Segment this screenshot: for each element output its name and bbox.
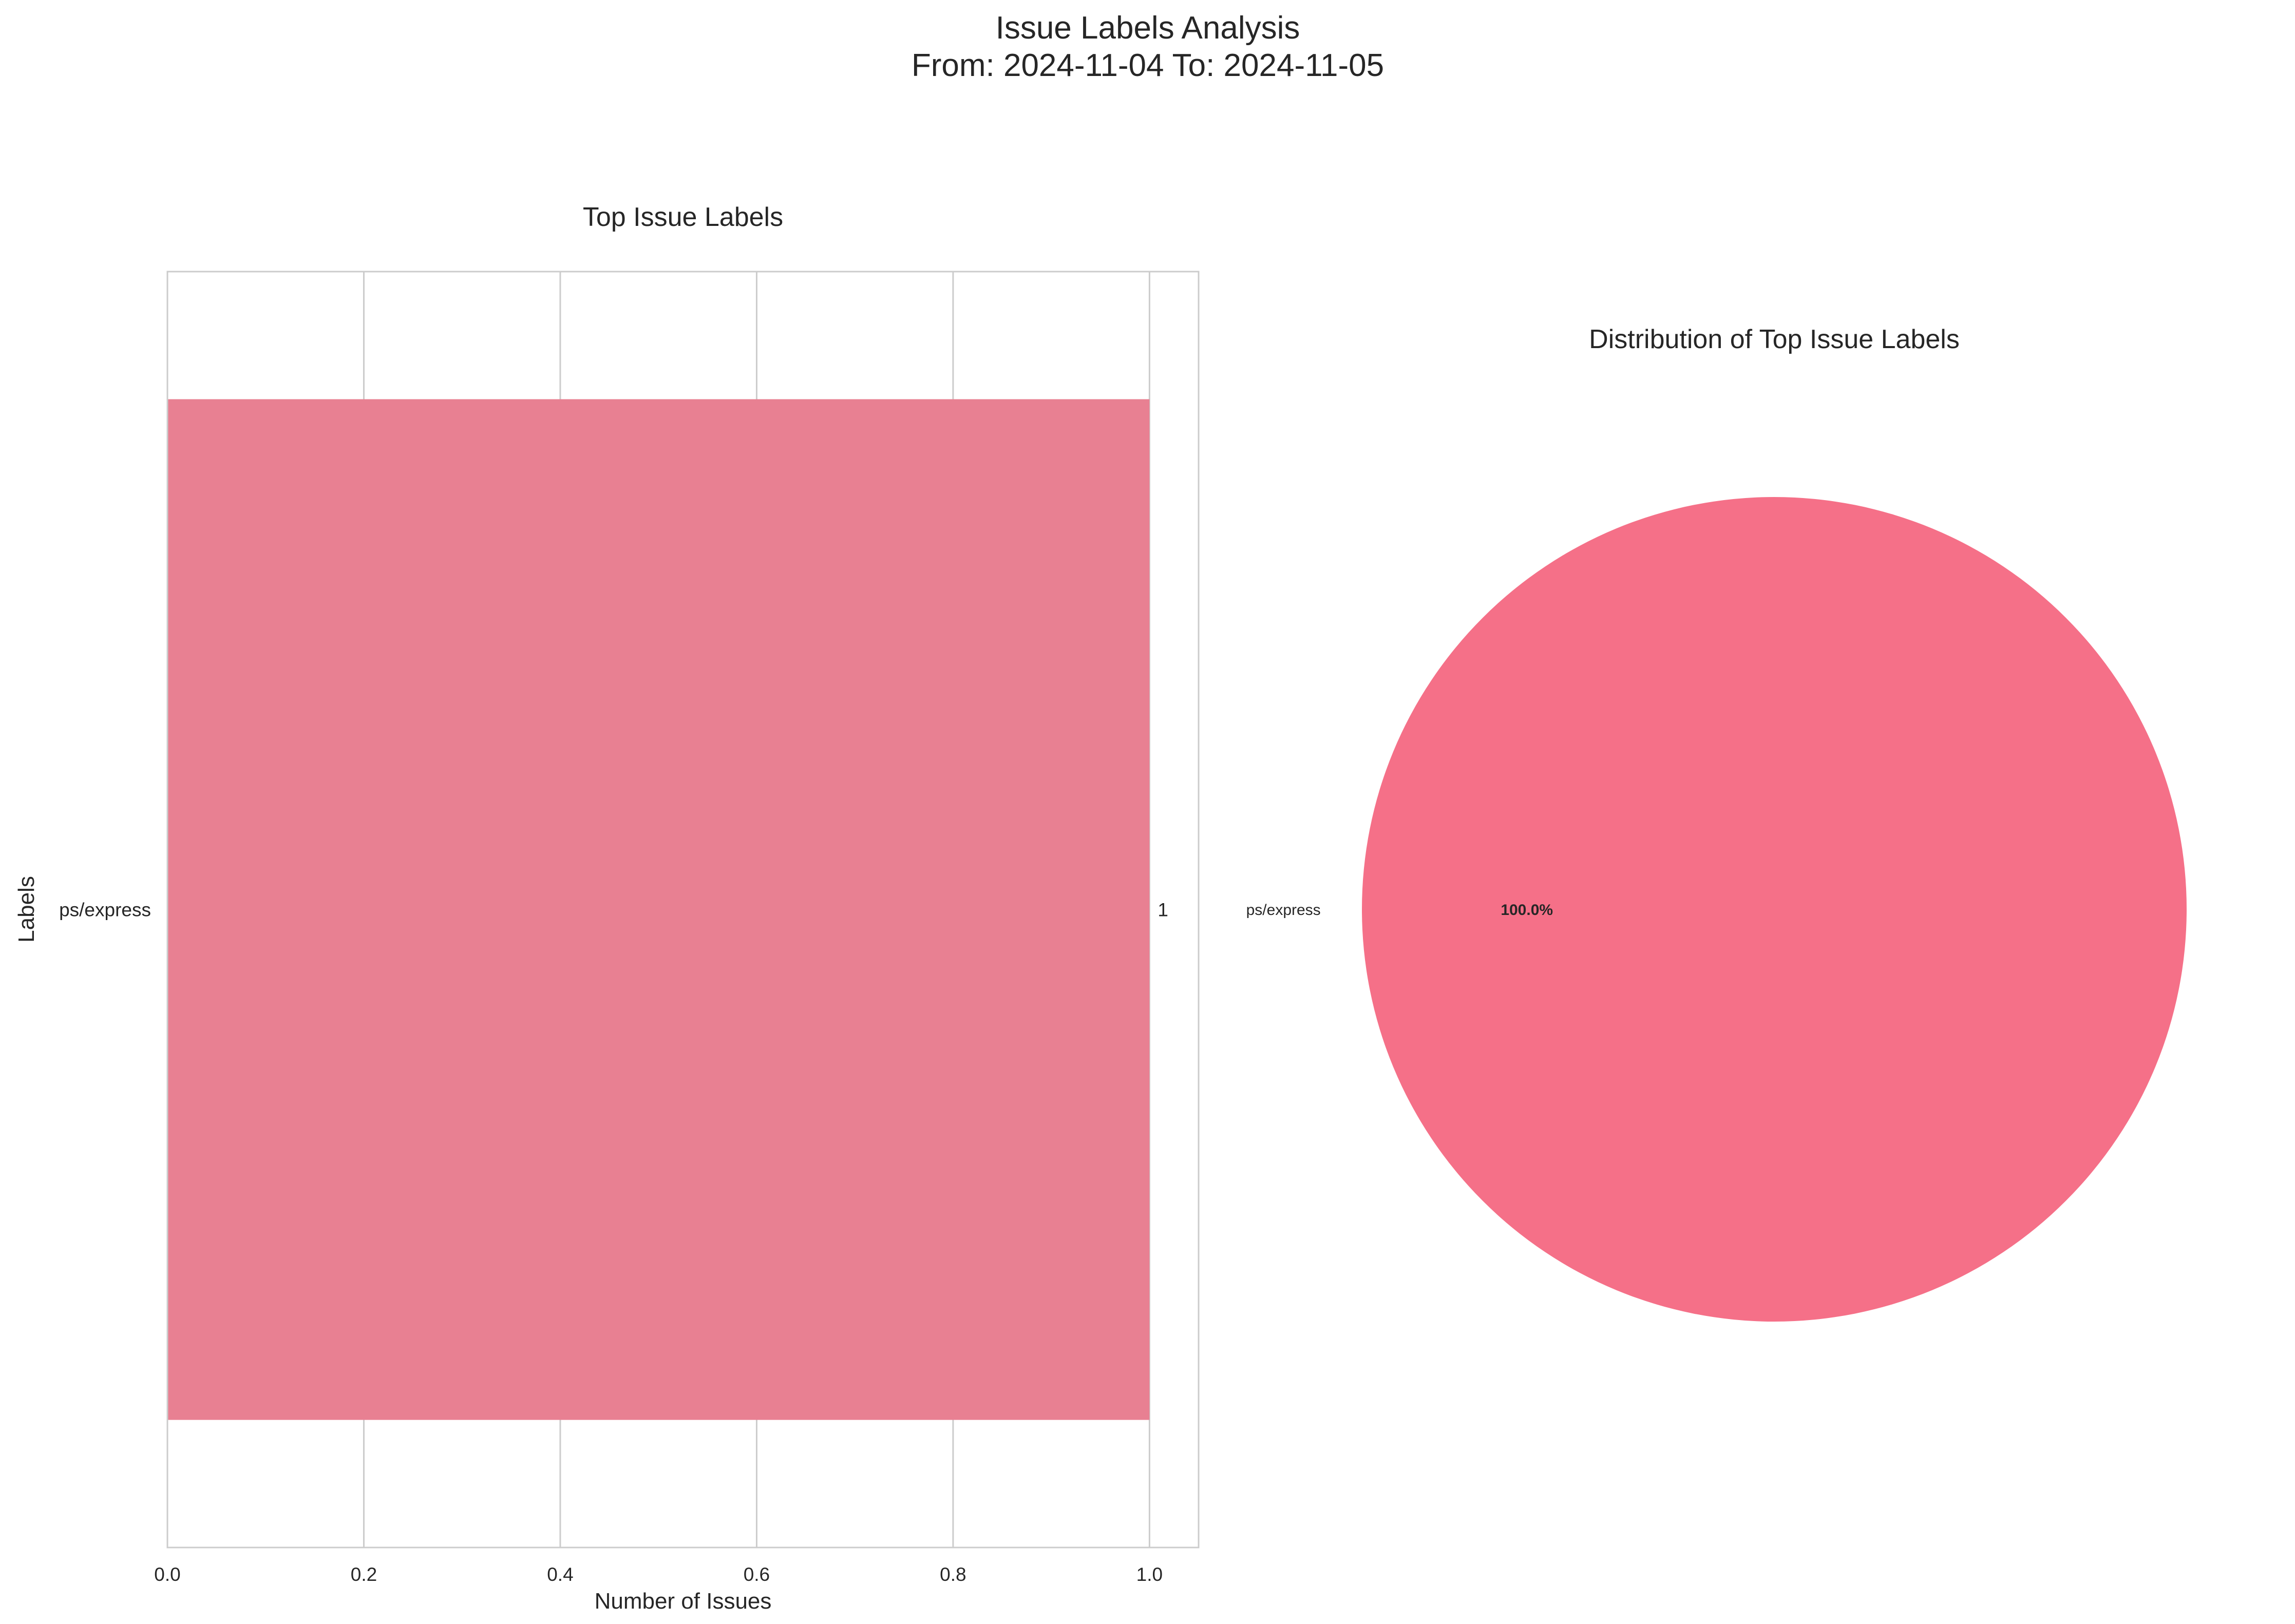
figure-subtitle: From: 2024-11-04 To: 2024-11-05 — [912, 48, 1384, 83]
x-tick-label: 0.8 — [940, 1564, 966, 1585]
pie-chart-slices: ps/express 100.0% — [1246, 497, 2187, 1322]
pie-chart: Distribution of Top Issue Labels ps/expr… — [1246, 324, 2187, 1322]
bar-chart-y-ticks: ps/express — [59, 900, 151, 921]
pie-percent-label: 100.0% — [1501, 902, 1553, 919]
x-tick-label: 0.4 — [547, 1564, 573, 1585]
bar-chart-x-ticks: 0.0 0.2 0.4 0.6 0.8 1.0 — [154, 1564, 1163, 1585]
bar-chart: Top Issue Labels 1 0.0 0.2 0.4 0.6 0.8 1.0 ps… — [14, 202, 1200, 1614]
y-tick-label: ps/express — [59, 900, 151, 921]
x-tick-label: 1.0 — [1136, 1564, 1163, 1585]
bar-chart-y-axis-label: Labels — [14, 876, 39, 943]
x-tick-label: 0.6 — [744, 1564, 770, 1585]
bar-chart-bars: 1 — [167, 399, 1168, 1420]
pie-slice — [1362, 497, 2187, 1322]
pie-slice-label: ps/express — [1246, 902, 1321, 919]
x-tick-label: 0.2 — [351, 1564, 377, 1585]
x-tick-label: 0.0 — [154, 1564, 180, 1585]
figure-title: Issue Labels Analysis — [996, 10, 1300, 46]
bar — [167, 399, 1150, 1420]
bar-chart-x-axis-label: Number of Issues — [595, 1589, 772, 1614]
bar-chart-title: Top Issue Labels — [583, 202, 783, 232]
pie-chart-title: Distribution of Top Issue Labels — [1589, 324, 1960, 354]
bar-chart-frame — [166, 271, 1200, 1549]
bar-value-label: 1 — [1158, 900, 1168, 921]
